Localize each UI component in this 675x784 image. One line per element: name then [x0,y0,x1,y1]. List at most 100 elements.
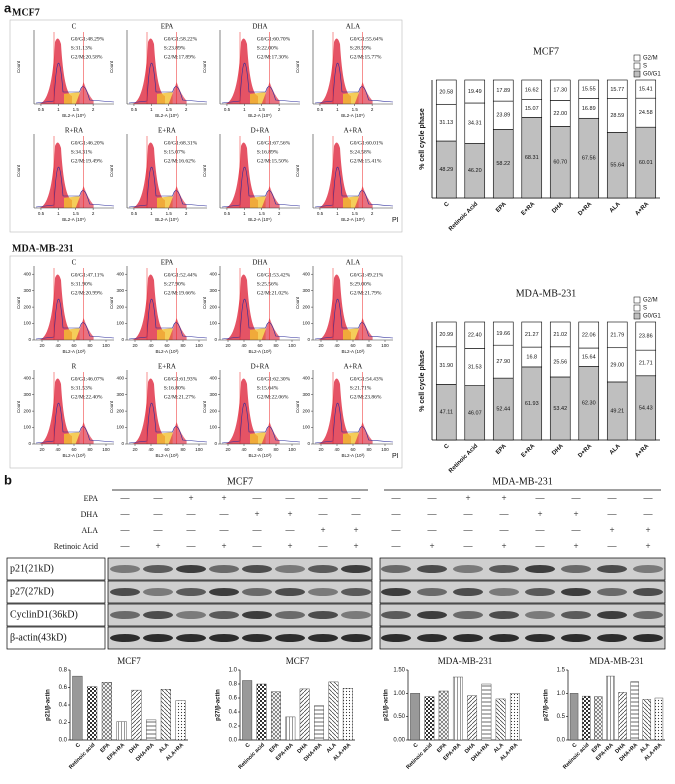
bar [569,693,579,741]
treatment-label: DHA [81,510,99,519]
value-label: 31.13 [439,120,453,126]
value-label: 21.79 [610,332,624,338]
x-tick-label: C [245,742,252,749]
histogram-g1 [131,142,165,208]
phase-stat: G0/G1:62.30% [257,376,291,382]
x-tick-label: 1.5 [259,107,266,112]
phase-stat: S:22.00% [257,45,279,51]
blot-group-title: MDA-MB-231 [492,476,553,487]
y-tick-label: 400 [302,271,310,276]
blot-band [633,588,663,596]
value-label: 17.30 [553,88,567,94]
x-tick-label: Retinoic acid [238,742,266,770]
legend-swatch [633,54,641,62]
phase-stat: G0/G1:61.93% [164,376,198,382]
x-tick-label: 0.5 [38,211,45,216]
y-tick-label: 0.2 [229,724,238,730]
x-tick-label: 1 [336,107,339,112]
x-tick-label: 2 [278,211,281,216]
value-label: 49.21 [610,408,624,414]
value-label: 31.53 [468,364,482,370]
blot-strip [379,603,666,627]
blot-band [525,588,555,596]
histogram-g1 [38,142,72,208]
treatment-sign: — [391,525,402,535]
x-tick-label: ALA [158,742,170,754]
x-axis-label: BL2-A (10³) [155,349,179,354]
x-tick-label: 1 [243,211,246,216]
y-axis-label: Count [295,60,300,73]
protein-label: p21(21kD) [10,563,54,574]
bar-segment [549,79,571,101]
x-tick-label: 60 [164,447,170,452]
panel-title: A+RA [344,363,363,371]
bar [581,695,591,741]
blot-group-title: MCF7 [227,476,253,487]
y-tick-label: 200 [23,304,31,309]
x-tick-label: ALA [609,201,622,214]
y-tick-label: 0 [307,337,310,342]
y-tick-label: 400 [116,271,124,276]
chart-title: MCF7 [286,656,310,666]
phase-stat: S:15.07% [164,149,186,155]
pi-label: PI [392,453,399,460]
treatment-sign: — [643,509,654,519]
treatment-sign: — [571,493,582,503]
treatment-sign: — [186,541,197,551]
histogram-outline [221,298,301,340]
value-label: 23.89 [496,113,510,119]
panel-title: ALA [346,259,360,267]
y-tick-label: 300 [116,288,124,293]
treatment-sign: — [391,509,402,519]
legend-swatch [633,304,641,312]
bar [606,675,615,741]
panel-label: b [4,472,12,487]
treatment-sign: — [120,525,131,535]
value-label: 54.43 [639,405,653,411]
blot-band [341,588,371,596]
histogram-outline [221,62,301,104]
histogram-g1 [224,142,258,208]
bar [654,697,664,741]
bar [642,699,652,741]
y-tick-label: 100 [302,425,310,430]
y-tick-label: 100 [23,425,31,430]
x-tick-label: 2 [185,107,188,112]
x-tick-label: 40 [148,343,154,348]
treatment-sign: — [427,525,438,535]
panel-title: A+RA [344,127,363,135]
x-axis-label: BL2-A (10³) [341,453,365,458]
y-axis-label: Count [295,296,300,309]
y-tick-label: 1.50 [393,668,405,674]
y-tick-label: 400 [23,271,31,276]
blot-band [561,565,591,573]
blot-band [143,588,173,596]
bar-segment [492,321,514,346]
x-tick-label: 2 [92,211,95,216]
value-label: 21.02 [553,332,567,338]
bar [160,689,171,741]
treatment-sign: — [463,541,474,551]
phase-stat: G2/M:21.27% [164,394,196,400]
legend-swatch [633,70,641,78]
panel-title: DHA [252,259,267,267]
blot-band [489,634,519,642]
histogram-g1 [224,38,258,104]
legend-label: G2/M [643,56,658,62]
phase-stat: S:27.90% [164,281,186,287]
value-label: 46.20 [468,168,482,174]
y-axis-label: Count [109,60,114,73]
treatment-sign: — [607,509,618,519]
blot-band [143,634,173,642]
histogram-s [250,432,266,444]
value-label: 60.01 [639,160,653,166]
treatment-sign: + [645,541,650,551]
blot-band [110,634,140,642]
treatment-sign: — [219,509,230,519]
phase-stat: G0/G1:68.31% [164,140,198,146]
chart-title: MCF7 [533,46,559,57]
phase-stat: G2/M:17.30% [257,54,289,60]
blot-strip [379,557,666,581]
blot-band [381,588,411,596]
value-label: 29.00 [610,362,624,368]
